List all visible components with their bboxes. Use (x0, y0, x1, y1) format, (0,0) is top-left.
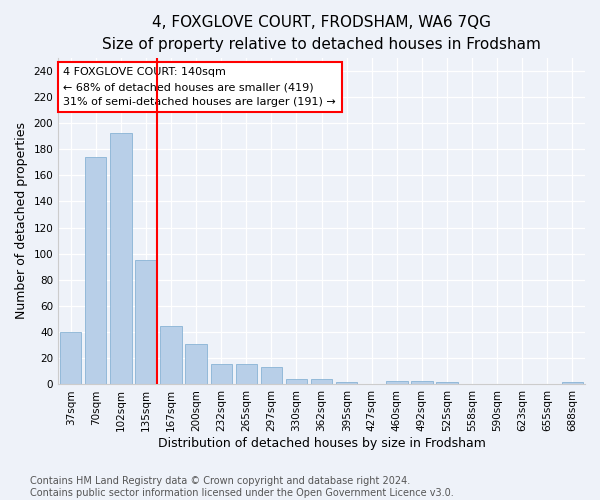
Text: 4 FOXGLOVE COURT: 140sqm
← 68% of detached houses are smaller (419)
31% of semi-: 4 FOXGLOVE COURT: 140sqm ← 68% of detach… (64, 68, 336, 107)
Bar (160, 326, 182, 384)
Bar (261, 368, 282, 384)
Text: Contains HM Land Registry data © Crown copyright and database right 2024.
Contai: Contains HM Land Registry data © Crown c… (30, 476, 454, 498)
Bar (311, 379, 332, 384)
Bar (236, 364, 257, 384)
Bar (386, 380, 407, 384)
Bar (411, 380, 433, 384)
Bar (286, 379, 307, 384)
X-axis label: Distribution of detached houses by size in Frodsham: Distribution of detached houses by size … (158, 437, 485, 450)
Bar (85, 157, 106, 384)
Bar (336, 382, 358, 384)
Bar (562, 382, 583, 384)
Title: 4, FOXGLOVE COURT, FRODSHAM, WA6 7QG
Size of property relative to detached house: 4, FOXGLOVE COURT, FRODSHAM, WA6 7QG Siz… (102, 15, 541, 52)
Bar (60, 332, 82, 384)
Y-axis label: Number of detached properties: Number of detached properties (15, 122, 28, 320)
Bar (185, 344, 207, 385)
Bar (211, 364, 232, 384)
Bar (110, 134, 131, 384)
Bar (436, 382, 458, 384)
Bar (136, 260, 157, 384)
